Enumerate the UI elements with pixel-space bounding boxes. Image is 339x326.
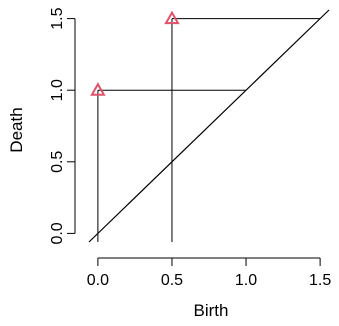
diagonal-line <box>88 9 330 243</box>
axes: 0.0 0.5 1.0 1.5 0.0 0.5 1.0 1.5 <box>49 7 331 289</box>
x-tick-label: 1.0 <box>235 272 257 289</box>
plot-area <box>88 9 330 243</box>
y-tick-label: 0.0 <box>49 222 66 244</box>
y-tick-label: 1.0 <box>49 79 66 101</box>
x-tick-label: 0.5 <box>161 272 183 289</box>
x-axis-label: Birth <box>194 301 229 320</box>
data-point-triangle <box>164 10 180 25</box>
x-tick-label: 0.0 <box>87 272 109 289</box>
y-axis-label: Death <box>7 107 26 152</box>
y-tick-label: 0.5 <box>49 151 66 173</box>
data-point-triangle <box>90 82 106 96</box>
y-tick-label: 1.5 <box>49 7 66 29</box>
x-tick-label: 1.5 <box>309 272 331 289</box>
